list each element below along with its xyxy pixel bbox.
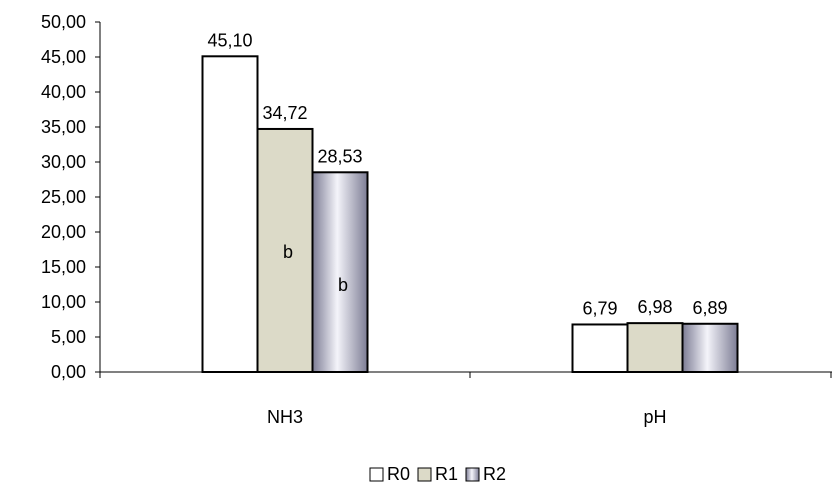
data-label: 28,53: [317, 146, 362, 166]
category-label: pH: [643, 407, 666, 427]
legend-swatch: [369, 467, 384, 482]
y-tick-label: 0,00: [51, 362, 86, 382]
bar: [256, 127, 314, 373]
y-tick-label: 5,00: [51, 327, 86, 347]
data-label: 6,98: [637, 297, 672, 317]
y-tick-label: 25,00: [41, 187, 86, 207]
y-tick-label: 20,00: [41, 222, 86, 242]
y-tick-label: 30,00: [41, 152, 86, 172]
y-tick-label: 50,00: [41, 12, 86, 32]
bar: [681, 322, 739, 373]
y-tick-label: 45,00: [41, 47, 86, 67]
annotation-label: b: [338, 275, 348, 295]
legend-label: R0: [387, 464, 410, 484]
bar: [201, 55, 259, 374]
legend-swatch: [465, 467, 480, 482]
bar: [311, 171, 369, 373]
data-label: 45,10: [207, 30, 252, 50]
data-label: 6,89: [692, 298, 727, 318]
data-label: 6,79: [582, 298, 617, 318]
category-label: NH3: [267, 407, 303, 427]
legend-label: R1: [435, 464, 458, 484]
y-tick-label: 15,00: [41, 257, 86, 277]
data-label: 34,72: [262, 103, 307, 123]
bar: [626, 322, 684, 374]
bar: [571, 323, 629, 373]
y-tick-label: 40,00: [41, 82, 86, 102]
y-tick-label: 10,00: [41, 292, 86, 312]
legend-label: R2: [483, 464, 506, 484]
y-tick-label: 35,00: [41, 117, 86, 137]
legend-swatch: [417, 467, 432, 482]
annotation-label: b: [283, 242, 293, 262]
